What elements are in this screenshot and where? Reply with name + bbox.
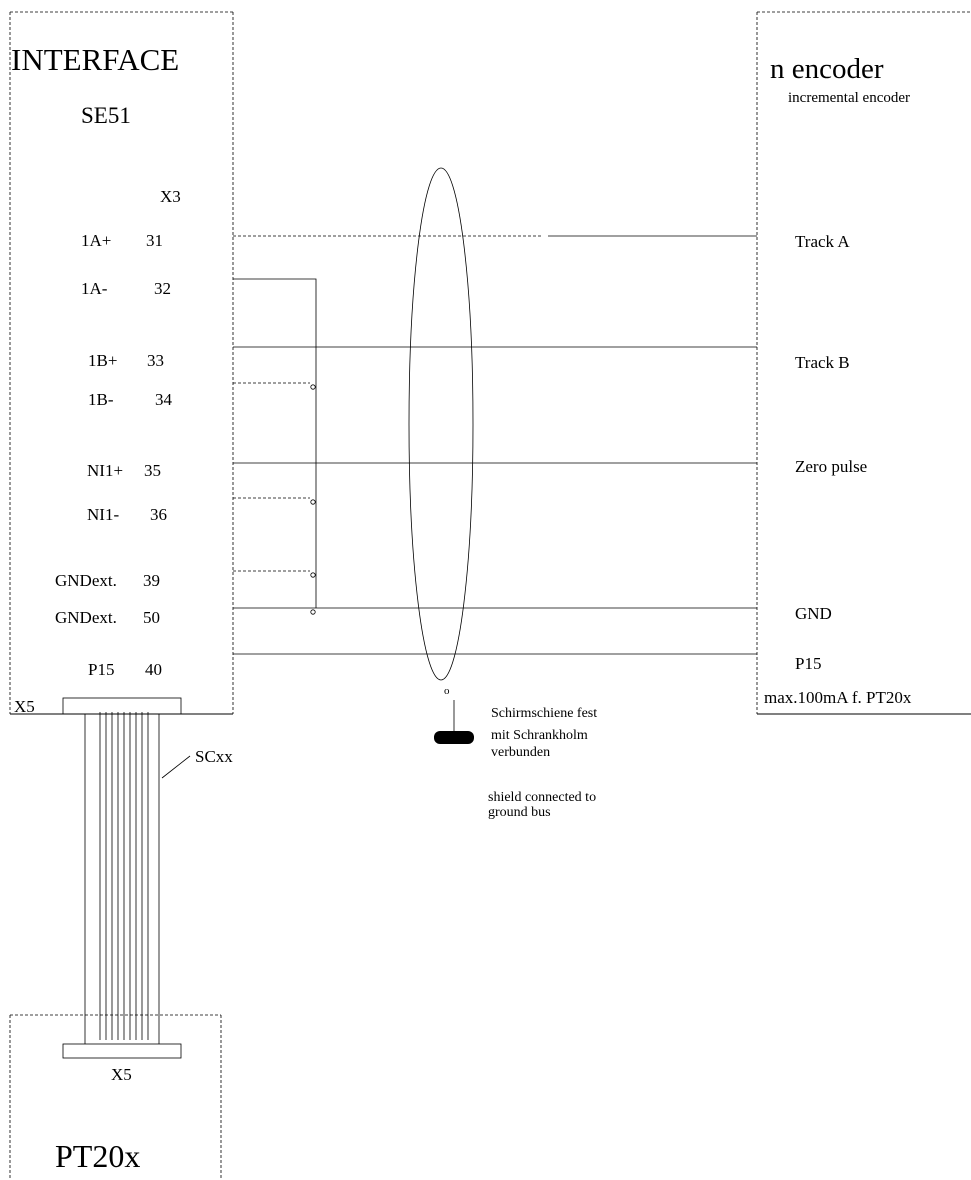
junction-dots <box>310 384 316 615</box>
terminal-pin: 33 <box>147 351 164 370</box>
terminal-pin: 32 <box>154 279 171 298</box>
terminal-pin: 34 <box>155 390 172 409</box>
wire-1a-minus-return <box>233 278 317 608</box>
shield-note-de: Schirmschiene fest <box>491 706 598 721</box>
terminal-pin: 39 <box>143 571 160 590</box>
encoder-signal: GND <box>795 604 832 623</box>
pt20x-title: PT20x <box>55 1138 141 1174</box>
terminal-signal: 1A+ <box>81 231 112 250</box>
shield-note-de: verbunden <box>491 745 551 760</box>
x5-connector-top <box>62 697 182 715</box>
shield-note-en: ground bus <box>488 805 551 820</box>
shield-note-en: shield connected to <box>488 790 597 805</box>
shield-hub-symbol: o <box>444 685 450 697</box>
terminal-pin: 36 <box>150 505 167 524</box>
encoder-subtitle: incremental encoder <box>788 90 911 106</box>
shield-note-de: mit Schrankholm <box>491 728 588 743</box>
pt20x-box <box>9 1014 222 1180</box>
encoder-title: n encoder <box>770 53 884 85</box>
x3-connector-label: X3 <box>160 187 181 206</box>
encoder-signal: Track B <box>795 353 850 372</box>
terminal-pin: 35 <box>144 461 161 480</box>
interface-box <box>9 11 234 715</box>
terminal-signal: 1B- <box>88 390 114 409</box>
terminal-pin: 31 <box>146 231 163 250</box>
ribbon-cable <box>84 712 160 1044</box>
encoder-power-note: max.100mA f. PT20x <box>764 688 912 707</box>
x5-connector-bottom <box>62 1043 182 1059</box>
x5-label-pt20x: X5 <box>111 1065 132 1084</box>
x5-label-interface: X5 <box>14 697 35 716</box>
encoder-signal: Zero pulse <box>795 457 868 476</box>
terminal-signal: NI1- <box>87 505 120 524</box>
terminal-signal: 1A- <box>81 279 108 298</box>
encoder-box <box>756 11 971 715</box>
cable-label: SCxx <box>195 747 233 766</box>
terminal-pin: 40 <box>145 660 162 679</box>
cable-shield-ellipse <box>408 167 474 681</box>
terminal-signal: GNDext. <box>55 608 117 627</box>
encoder-signal: P15 <box>795 654 822 673</box>
cable-label-leader <box>161 755 191 779</box>
encoder-signal: Track A <box>795 232 850 251</box>
terminal-signal: 1B+ <box>88 351 118 370</box>
ground-bus-clamp <box>434 731 474 744</box>
interface-title: INTERFACE <box>11 42 180 77</box>
terminal-signal: P15 <box>88 660 115 679</box>
terminal-signal: NI1+ <box>87 461 124 480</box>
signal-wires <box>233 235 757 655</box>
terminal-signal: GNDext. <box>55 571 117 590</box>
interface-model: SE51 <box>81 103 131 128</box>
terminal-pin: 50 <box>143 608 160 627</box>
